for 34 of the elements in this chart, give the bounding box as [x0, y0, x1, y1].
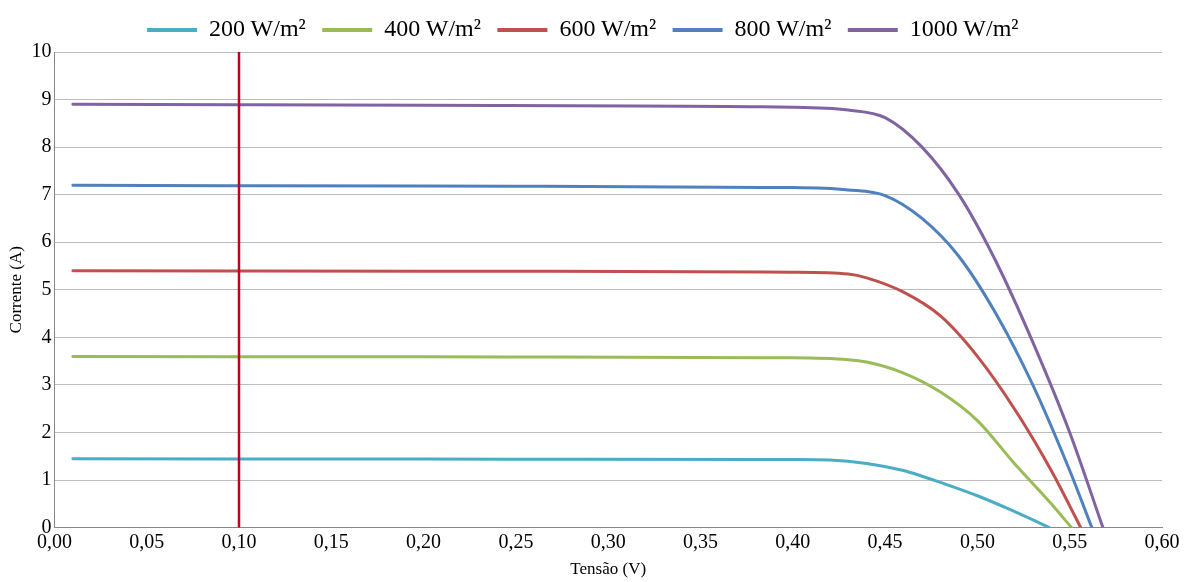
- legend-label: 200 W/m²: [209, 15, 306, 42]
- y-tick-label: 5: [41, 277, 52, 300]
- x-tick-label: 0,55: [1052, 529, 1088, 552]
- x-tick-label: 0,50: [959, 529, 995, 552]
- y-tick-label: 10: [31, 39, 52, 62]
- x-tick-label: 0,20: [406, 529, 442, 552]
- y-tick-label: 7: [41, 181, 52, 204]
- line-series: [71, 102, 1105, 528]
- x-tick-label: 0,45: [867, 529, 903, 552]
- x-tick-label: 0,30: [590, 529, 626, 552]
- y-tick-label: 1: [41, 467, 52, 490]
- line-series: [71, 183, 1094, 528]
- y-tick-label: 3: [41, 372, 52, 395]
- x-tick-label: 0,35: [683, 529, 718, 552]
- legend-label: 800 W/m²: [734, 15, 832, 42]
- line-series: [71, 457, 1051, 528]
- line-series: [71, 269, 1083, 528]
- x-tick-label: 0,60: [1144, 529, 1180, 552]
- y-tick-label: 2: [41, 419, 52, 442]
- y-tick-label: 4: [41, 324, 52, 347]
- legend-label: 1000 W/m²: [909, 15, 1019, 42]
- x-axis-title: Tensão (V): [570, 559, 647, 579]
- y-tick-label: 8: [41, 134, 52, 157]
- x-tick-label: 0,25: [498, 529, 534, 552]
- x-tick-label: 0,40: [775, 529, 811, 552]
- x-tick-label: 0,05: [129, 529, 165, 552]
- y-tick-label: 9: [41, 86, 52, 109]
- legend-label: 400 W/m²: [384, 15, 481, 42]
- y-tick-label: 6: [41, 229, 52, 252]
- x-tick-label: 0,10: [221, 529, 257, 552]
- legend-label: 600 W/m²: [559, 15, 657, 42]
- y-axis-title: Corrente (A): [5, 246, 25, 334]
- line-series: [71, 354, 1074, 528]
- x-tick-label: 0,15: [313, 529, 349, 552]
